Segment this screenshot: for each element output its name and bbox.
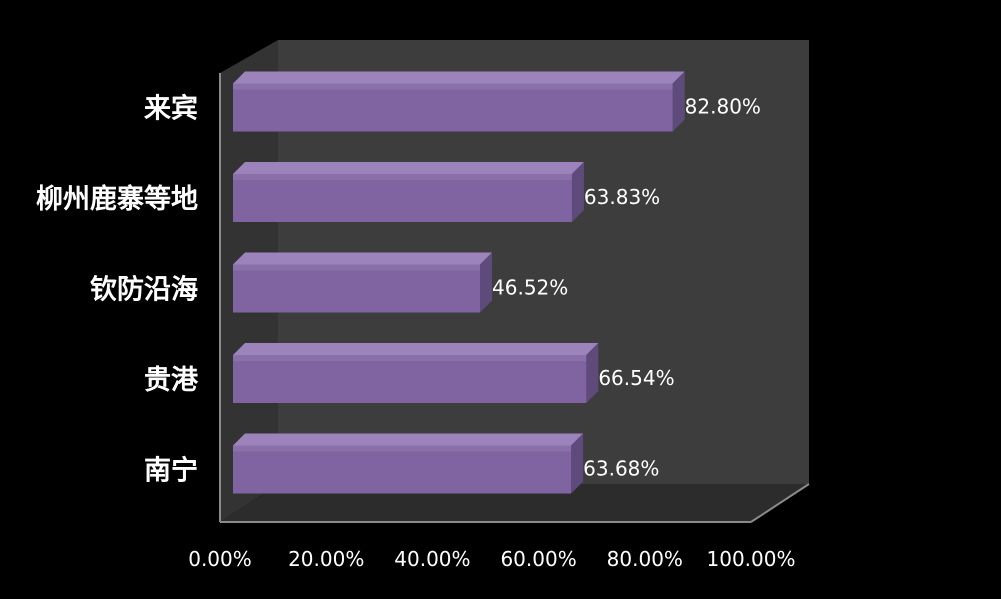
value-axis-ticks: 0.00% 20.00% 40.00% 60.00% 80.00% 100.00% [188,547,795,571]
bar-top-face [233,343,599,355]
bar-highlight [233,83,673,90]
category-label: 贵港 [144,365,199,396]
bar-highlight [233,264,481,271]
data-label: 82.80% [685,95,761,119]
bar-top-face [233,433,584,446]
x-tick-label: 80.00% [607,547,683,571]
bar-highlight [233,174,572,180]
bar-front-face [233,174,572,222]
category-label: 来宾 [144,93,198,125]
bar-front-face [233,445,572,494]
x-tick-label: 100.00% [707,547,796,571]
floor-edge-line [750,483,810,523]
bar-side-face [672,71,685,132]
bar-highlight [233,445,572,452]
data-label: 63.68% [583,457,659,481]
bar-top-face [233,71,685,84]
bar-top-face [233,162,584,174]
bar-side-face [480,252,493,313]
bar [233,162,584,222]
bar-front-face [233,264,481,313]
bar [233,71,685,132]
bar-side-face [571,433,584,494]
bar-highlight [233,355,587,361]
bar-series [233,71,685,494]
data-label: 63.83% [584,185,660,209]
bar-front-face [233,83,673,132]
bar-top-face [233,252,493,265]
bar [233,343,599,403]
bar-front-face [233,355,587,403]
x-tick-label: 40.00% [394,547,470,571]
bar [233,433,584,494]
category-label: 柳州鹿寨等地 [36,183,198,215]
data-label: 46.52% [492,276,568,300]
bar-side-face [586,343,599,403]
bar-side-face [571,162,584,222]
bar [233,252,493,313]
data-label: 66.54% [598,366,674,390]
x-tick-label: 60.00% [500,547,576,571]
category-label: 钦防沿海 [90,275,198,306]
x-tick-label: 0.00% [188,547,252,571]
category-label: 南宁 [144,455,198,487]
data-labels: 82.80% 63.83% 46.52% 66.54% 63.68% [492,95,761,481]
x-tick-label: 20.00% [288,547,364,571]
